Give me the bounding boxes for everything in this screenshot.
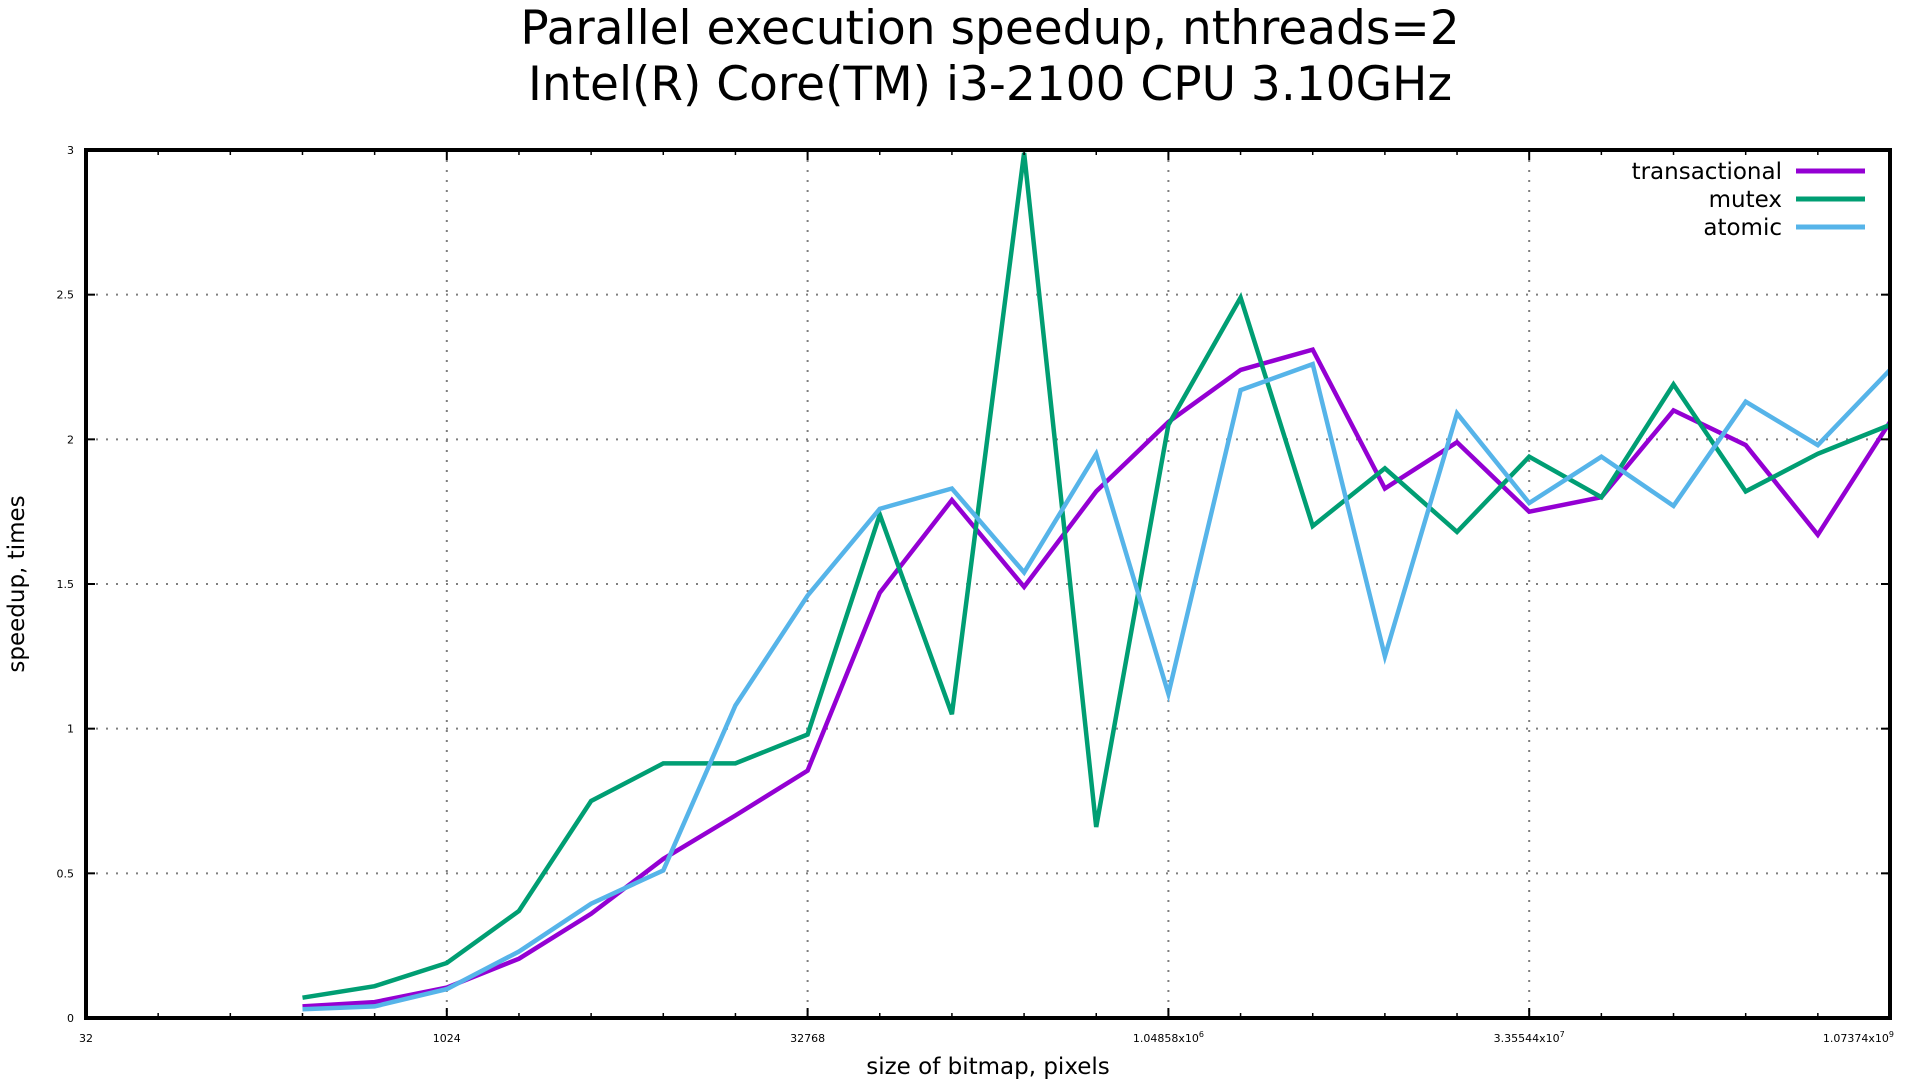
legend-label-atomic: atomic — [1703, 215, 1782, 241]
y-tick-label: 1.5 — [57, 578, 75, 591]
y-axis-label: speedup, times — [4, 495, 30, 672]
y-tick-label: 3 — [67, 144, 74, 157]
grid — [86, 150, 1890, 1018]
series-line-mutex — [302, 152, 1890, 1000]
y-tick-label: 2 — [67, 433, 74, 446]
x-tick-label: 1.04858x106 — [1133, 1030, 1204, 1045]
x-tick-label: 1.07374x109 — [1823, 1030, 1894, 1045]
x-axis-label: size of bitmap, pixels — [866, 1054, 1110, 1080]
x-tick-label: 32768 — [790, 1032, 825, 1045]
x-tick-label: 3.35544x107 — [1494, 1030, 1565, 1045]
ticks: 0 0.5 1 1.5 2 2.5 3 32 1024 32768 1.04858x106 3.355… — [57, 144, 1895, 1045]
chart-title-line-2: Intel(R) Core(TM) i3-2100 CPU 3.10GHz — [528, 57, 1452, 112]
series-layer — [302, 152, 1890, 1012]
x-tick-label: 32 — [79, 1032, 93, 1045]
legend-label-transactional: transactional — [1632, 159, 1782, 185]
chart-title-line-1: Parallel execution speedup, nthreads=2 — [520, 1, 1459, 56]
y-tick-label: 2.5 — [57, 289, 75, 302]
x-tick-label: 1024 — [433, 1032, 461, 1045]
series-line-atomic — [302, 361, 1890, 1012]
y-tick-label: 0.5 — [57, 867, 75, 880]
series-line-transactional — [302, 346, 1890, 1009]
y-tick-label: 0 — [67, 1012, 74, 1025]
legend-label-mutex: mutex — [1709, 187, 1782, 213]
y-tick-label: 1 — [67, 723, 74, 736]
